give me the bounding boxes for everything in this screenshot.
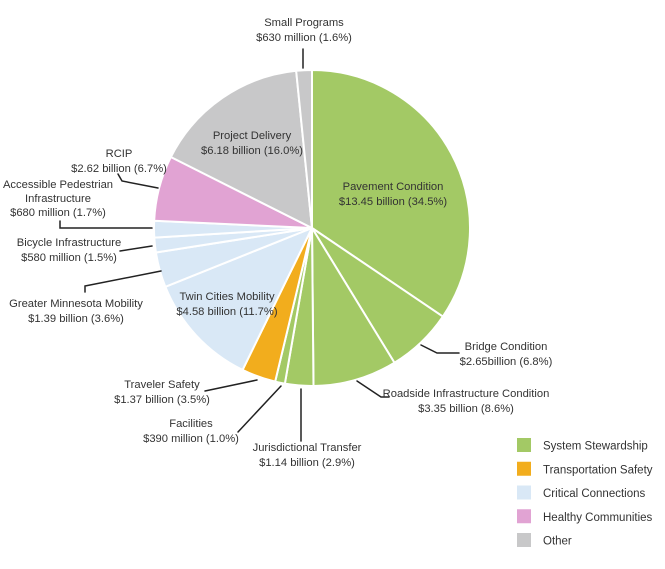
- slice-value-line: $3.35 billion (8.6%): [418, 403, 514, 415]
- slice-value-line: $13.45 billion (34.5%): [339, 196, 447, 208]
- leader-line-greater-minnesota-mobility: [84, 270, 162, 293]
- slice-value-line: $1.37 billion (3.5%): [114, 394, 210, 406]
- legend-item-transportation-safety: Transportation Safety: [517, 461, 653, 476]
- pie-slice-twin-cities-mobility: [164, 227, 313, 371]
- legend-item-healthy-communities: Healthy Communities: [517, 509, 653, 524]
- slice-label-line: Project Delivery: [213, 130, 292, 142]
- slice-value-line: $2.62 billion (6.7%): [71, 163, 167, 175]
- slice-value-line: $1.39 billion (3.6%): [28, 313, 124, 325]
- chart-legend: System Stewardship Transportation Safety C…: [517, 438, 653, 548]
- slice-label-accessible-pedestrian-infrastructure: Accessible Pedestrian Infrastructure $680 …: [3, 179, 113, 219]
- slice-label-line: Facilities: [169, 418, 213, 430]
- leader-line-bridge-condition: [420, 344, 460, 354]
- pie-slice-roadside-infrastructure-condition: [311, 227, 396, 387]
- leader-line-facilities: [237, 385, 282, 433]
- leader-line-accessible-pedestrian-infrastructure: [59, 220, 153, 229]
- legend-swatch-healthy-communities: [517, 509, 531, 524]
- pie-slices: [153, 69, 472, 387]
- slice-label-traveler-safety: Traveler Safety $1.37 billion (3.5%): [114, 379, 210, 406]
- slice-value-line: $4.58 billion (11.7%): [176, 306, 277, 318]
- legend-label-other: Other: [543, 536, 572, 548]
- legend-swatch-other: [517, 533, 531, 547]
- slice-label-rcip: RCIP $2.62 billion (6.7%): [71, 148, 167, 175]
- slice-value-line: $1.14 billion (2.9%): [259, 457, 355, 469]
- slice-label-bridge-condition: Bridge Condition $2.65billion (6.8%): [460, 341, 553, 368]
- slice-value-line: $2.65billion (6.8%): [460, 356, 553, 368]
- slice-value-line: $580 million (1.5%): [21, 252, 117, 264]
- slice-label-project-delivery: Project Delivery $6.18 billion (16.0%): [201, 130, 303, 157]
- legend-label-healthy-communities: Healthy Communities: [543, 512, 653, 524]
- slice-label-line: Accessible Pedestrian: [3, 179, 113, 191]
- slice-label-line: Bicycle Infrastructure: [17, 237, 121, 249]
- slice-label-greater-minnesota-mobility: Greater Minnesota Mobility $1.39 billion …: [9, 298, 143, 325]
- legend-label-critical-connections: Critical Connections: [543, 488, 646, 500]
- slice-label-small-programs: Small Programs $630 million (1.6%): [256, 17, 352, 44]
- leader-lines: [59, 48, 460, 442]
- legend-swatch-critical-connections: [517, 485, 531, 500]
- slice-label-line: Twin Cities Mobility: [179, 291, 275, 303]
- slice-label-bicycle-infrastructure: Bicycle Infrastructure $580 million (1.5%…: [17, 237, 121, 264]
- slice-label-line: Greater Minnesota Mobility: [9, 298, 143, 310]
- legend-label-system-stewardship: System Stewardship: [543, 441, 648, 453]
- slice-label-facilities: Facilities $390 million (1.0%): [143, 418, 239, 445]
- slice-value-line: $390 million (1.0%): [143, 433, 239, 445]
- slice-labels: Pavement Condition $13.45 billion (34.5%)…: [3, 17, 553, 469]
- leader-line-roadside-infrastructure-condition: [356, 380, 390, 398]
- slice-label-line: Small Programs: [264, 17, 344, 29]
- slice-label-line: Traveler Safety: [124, 379, 200, 391]
- slice-label-twin-cities-mobility: Twin Cities Mobility $4.58 billion (11.7%…: [176, 291, 277, 318]
- slice-label-line: Roadside Infrastructure Condition: [383, 388, 550, 400]
- slice-value-line: $680 million (1.7%): [10, 207, 106, 219]
- slice-label-line: Pavement Condition: [343, 181, 444, 193]
- legend-label-transportation-safety: Transportation Safety: [543, 464, 653, 476]
- pie-slice-project-delivery: [169, 69, 313, 229]
- legend-item-critical-connections: Critical Connections: [517, 485, 646, 500]
- slice-value-line: $6.18 billion (16.0%): [201, 145, 303, 157]
- slice-label-pavement-condition: Pavement Condition $13.45 billion (34.5%): [339, 181, 447, 208]
- slice-label-line: Jurisdictional Transfer: [253, 442, 362, 454]
- legend-item-system-stewardship: System Stewardship: [517, 438, 648, 453]
- slice-value-line: $630 million (1.6%): [256, 32, 352, 44]
- legend-swatch-system-stewardship: [517, 438, 531, 452]
- leader-line-rcip: [117, 173, 159, 189]
- leader-line-traveler-safety: [204, 379, 258, 392]
- pie-slice-small-programs: [295, 69, 313, 229]
- leader-line-bicycle-infrastructure: [119, 245, 153, 252]
- slice-label-line: Infrastructure: [25, 193, 91, 205]
- slice-label-line: RCIP: [106, 148, 133, 160]
- slice-label-jurisdictional-transfer: Jurisdictional Transfer $1.14 billion (2.…: [253, 442, 362, 469]
- slice-label-line: Bridge Condition: [465, 341, 548, 353]
- legend-item-other: Other: [517, 533, 572, 548]
- slice-label-roadside-infrastructure-condition: Roadside Infrastructure Condition $3.35 b…: [383, 388, 550, 415]
- legend-swatch-transportation-safety: [517, 461, 531, 476]
- pie-slice-pavement-condition: [311, 69, 472, 318]
